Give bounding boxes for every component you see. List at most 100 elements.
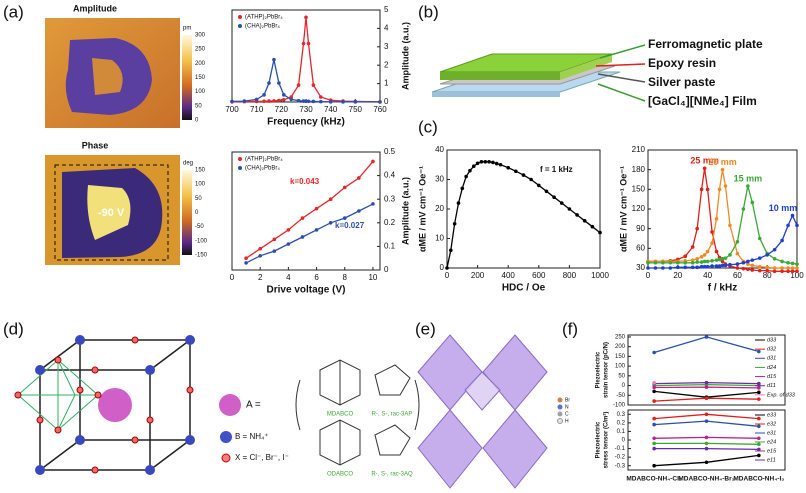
series-line	[231, 59, 381, 103]
data-point	[695, 260, 699, 264]
y-tick-label: -50	[616, 393, 625, 399]
data-point	[746, 267, 750, 272]
data-point	[529, 177, 533, 182]
x-tick-label: 730	[299, 105, 313, 114]
y-tick-label: 3	[384, 42, 389, 51]
atom-label: Br	[565, 397, 570, 403]
data-point	[319, 95, 323, 99]
data-point	[772, 247, 777, 252]
data-point	[371, 202, 375, 206]
legend-label: e11	[767, 457, 776, 463]
colorbar-unit: pm	[183, 26, 191, 32]
legend-label: (ATHP)₂PbBr₄	[245, 157, 283, 163]
data-point	[780, 259, 784, 264]
data-point	[704, 435, 709, 440]
data-point	[300, 216, 305, 220]
arrow	[595, 63, 646, 67]
data-point	[704, 460, 709, 465]
data-point	[328, 221, 333, 225]
arrow	[599, 44, 646, 59]
x-tick-label: 40	[703, 271, 712, 280]
y-tick-label: 150	[615, 354, 626, 360]
image-title: Phase	[82, 140, 109, 150]
series-line	[648, 168, 797, 272]
colorbar	[182, 170, 192, 255]
data-point	[445, 266, 449, 270]
data-point	[652, 350, 656, 355]
data-point	[757, 390, 761, 395]
data-point	[728, 223, 732, 228]
data-point	[301, 41, 306, 46]
legend-label: (CHA)₂PbBr₄	[245, 166, 280, 172]
data-point	[272, 57, 276, 62]
y-tick-label: 200	[615, 344, 626, 350]
data-point	[304, 15, 308, 20]
colorbar	[182, 35, 192, 120]
x-tick-label: 20	[673, 271, 682, 280]
data-point	[795, 266, 799, 270]
data-point	[314, 228, 319, 232]
data-point	[652, 422, 656, 427]
data-point	[378, 100, 382, 104]
data-point	[357, 176, 361, 180]
y-axis-label: stress tensor (C/m²)	[603, 412, 610, 469]
legend-label: (CHA)₂PbBr₄	[245, 24, 280, 30]
arrow	[597, 83, 646, 102]
plot-frame	[231, 151, 381, 271]
y-tick-label: 50	[618, 373, 625, 379]
data-point	[786, 223, 790, 228]
legend-marker	[238, 157, 242, 161]
data-point	[460, 186, 465, 191]
x-tick-label: MDABCO-NH₄-I₃	[733, 476, 784, 483]
y-tick-label: 40	[435, 145, 444, 154]
data-point	[735, 266, 740, 270]
data-point	[653, 266, 658, 270]
y-tick-label: 0.1	[617, 429, 626, 435]
data-point	[720, 259, 725, 264]
data-point	[342, 216, 347, 220]
x-tick-label: 60	[733, 271, 742, 280]
data-point	[552, 195, 556, 199]
data-point	[341, 100, 345, 104]
data-point	[487, 160, 491, 164]
data-point	[267, 81, 271, 85]
data-point	[559, 201, 564, 205]
data-point	[757, 381, 761, 386]
data-point	[258, 254, 262, 258]
y-tick-label: 0	[622, 383, 626, 389]
data-point	[750, 263, 755, 268]
y-tick-label: 90	[636, 224, 645, 233]
y-axis-label: Piezoelectric	[596, 421, 602, 458]
data-point	[652, 416, 656, 421]
data-point	[690, 260, 695, 265]
data-point	[652, 446, 656, 451]
data-point	[780, 269, 784, 274]
data-point	[786, 260, 790, 265]
series-line	[648, 169, 797, 269]
data-point	[714, 264, 719, 268]
x-tick-label: 10	[368, 273, 377, 282]
x-tick-label: 8	[343, 273, 348, 282]
panel-label: (b)	[418, 2, 439, 21]
y-tick-label: 120	[632, 204, 646, 213]
colorbar-label: 0	[195, 210, 199, 216]
y-tick-label: 0	[384, 265, 389, 274]
data-point	[790, 261, 795, 266]
data-point	[723, 256, 728, 260]
y-tick-label: 4	[384, 24, 389, 33]
x-tick-label: 700	[225, 105, 239, 114]
y-tick-label: 180	[632, 165, 646, 174]
data-point	[695, 257, 699, 261]
panel-texts: (a) Amplitude Phase pm deg -90 V (b) Fer…	[3, 2, 763, 477]
dashed-box	[54, 164, 169, 261]
data-point	[652, 463, 656, 468]
data-point	[699, 264, 704, 269]
data-point	[357, 209, 361, 213]
y-tick-label: -0.2	[615, 455, 626, 461]
data-point	[699, 255, 704, 259]
data-point	[757, 453, 761, 458]
data-point	[471, 164, 476, 169]
plot-frame	[446, 149, 601, 269]
data-point	[479, 160, 484, 164]
data-point	[772, 266, 777, 270]
